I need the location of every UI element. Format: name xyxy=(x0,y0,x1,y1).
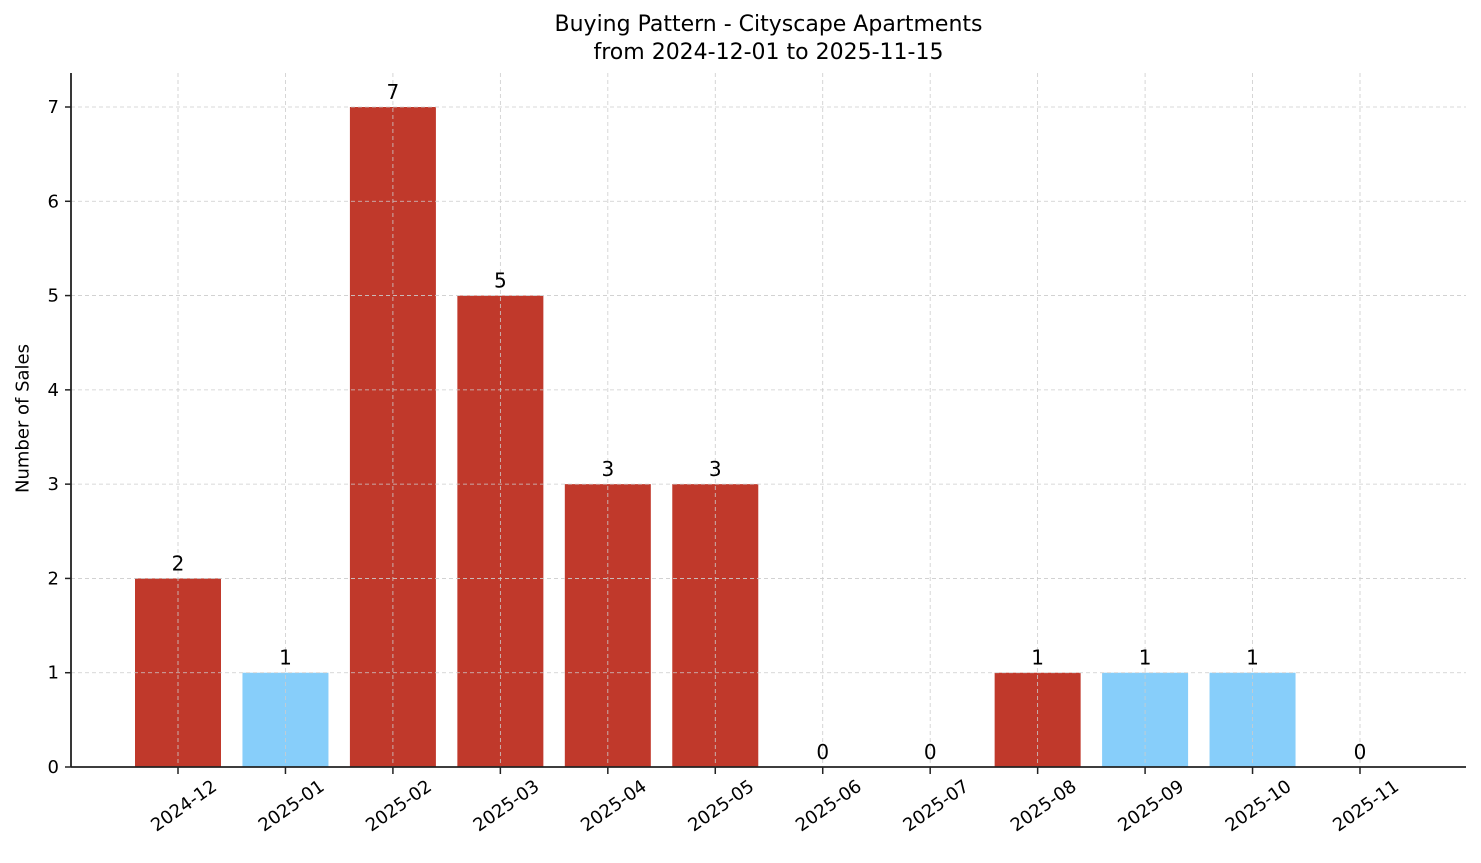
chart-title: Buying Pattern - Cityscape Apartments xyxy=(554,12,983,37)
bar-value-label: 0 xyxy=(1354,740,1367,764)
bar-value-label: 1 xyxy=(279,646,292,670)
x-tick-label: 2025-04 xyxy=(577,776,651,836)
x-tick-label: 2025-05 xyxy=(684,776,758,836)
x-tick-label: 2025-01 xyxy=(255,776,329,836)
x-tick-label: 2025-06 xyxy=(792,776,866,836)
bar-value-label: 5 xyxy=(494,269,507,293)
bar-value-label: 2 xyxy=(172,551,185,575)
x-tick-label: 2025-09 xyxy=(1114,776,1188,836)
y-tick-label: 6 xyxy=(48,191,59,212)
bar-value-label: 3 xyxy=(601,457,614,481)
y-tick-label: 2 xyxy=(48,568,59,589)
x-tick-label: 2025-07 xyxy=(899,776,973,836)
x-tick-label: 2024-12 xyxy=(147,776,221,836)
y-tick-label: 1 xyxy=(48,663,59,684)
y-tick-label: 5 xyxy=(48,286,59,307)
x-tick-label: 2025-08 xyxy=(1007,776,1081,836)
bar-value-label: 0 xyxy=(816,740,829,764)
x-tick-label: 2025-03 xyxy=(470,776,544,836)
bar-value-label: 3 xyxy=(709,457,722,481)
axes xyxy=(65,73,1466,774)
bar-value-label: 7 xyxy=(387,80,400,104)
x-tick-label: 2025-11 xyxy=(1329,776,1403,836)
bar-value-label: 1 xyxy=(1139,646,1152,670)
y-tick-label: 4 xyxy=(48,380,59,401)
x-tick-label: 2025-10 xyxy=(1222,776,1296,836)
gridlines xyxy=(71,73,1466,767)
bar-value-label: 1 xyxy=(1031,646,1044,670)
x-tick-label: 2025-02 xyxy=(362,776,436,836)
chart-subtitle: from 2024-12-01 to 2025-11-15 xyxy=(593,40,944,65)
y-tick-label: 7 xyxy=(48,97,59,118)
bar-value-label: 1 xyxy=(1246,646,1259,670)
y-tick-label: 0 xyxy=(48,757,59,778)
bar-value-label: 0 xyxy=(924,740,937,764)
y-tick-label: 3 xyxy=(48,474,59,495)
